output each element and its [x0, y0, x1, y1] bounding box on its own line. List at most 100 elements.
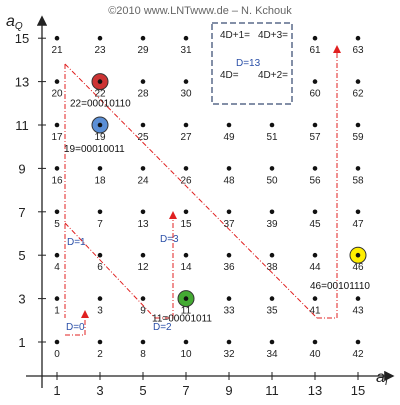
point-index-label: 49 — [223, 132, 235, 143]
constellation-point — [140, 252, 146, 258]
constellation-point — [97, 296, 103, 301]
constellation-point — [140, 35, 146, 41]
point-index-label: 2 — [97, 349, 103, 360]
constellation-point — [269, 339, 275, 345]
constellation-point — [140, 166, 146, 171]
constellation-point — [355, 79, 361, 84]
point-index-label: 15 — [180, 219, 192, 230]
constellation-point — [226, 339, 232, 345]
constellation-point — [355, 209, 361, 215]
point-index-label: 43 — [352, 306, 364, 317]
constellation-point — [355, 339, 361, 345]
legend-row2-left: 4D= — [220, 70, 239, 81]
constellation-point — [97, 166, 103, 171]
constellation-point — [140, 209, 146, 215]
point-index-label: 24 — [137, 175, 149, 186]
point-index-label: 7 — [97, 219, 103, 230]
point-index-label: 13 — [137, 219, 149, 230]
point-index-label: 35 — [266, 306, 278, 317]
highlighted-point-label: 46=00101110 — [310, 281, 370, 292]
point-index-label: 6 — [97, 262, 103, 273]
x-tick-label: 7 — [182, 383, 189, 398]
constellation-point — [97, 252, 103, 258]
constellation-point — [54, 35, 60, 41]
constellation-point — [312, 339, 318, 345]
trajectory-lines — [64, 45, 341, 336]
constellation-point — [269, 166, 275, 171]
y-tick-label: 5 — [18, 248, 25, 263]
constellation-point — [54, 209, 60, 215]
y-tick-label: 13 — [15, 75, 29, 90]
point-index-label: 3 — [97, 306, 103, 317]
y-axis-label: aQ — [6, 13, 23, 32]
constellation-point — [183, 252, 189, 258]
distance-label-d1: D=1 — [67, 237, 86, 248]
point-index-label: 32 — [223, 349, 235, 360]
constellation-point — [226, 166, 232, 171]
constellation-point — [140, 339, 146, 345]
point-index-label: 8 — [140, 349, 146, 360]
point-index-label: 57 — [309, 132, 321, 143]
constellation-point — [54, 122, 60, 128]
point-index-label: 21 — [51, 45, 63, 56]
point-index-label: 12 — [137, 262, 149, 273]
x-tick-label: 13 — [308, 383, 322, 398]
point-index-label: 23 — [94, 45, 106, 56]
x-tick-label: 3 — [96, 383, 103, 398]
point-index-label: 48 — [223, 175, 235, 186]
constellation-point — [183, 339, 189, 345]
point-index-label: 62 — [352, 89, 364, 100]
constellation-point — [226, 209, 232, 215]
point-index-label: 42 — [352, 349, 364, 360]
constellation-point — [183, 209, 189, 215]
constellation-point — [183, 35, 189, 41]
x-tick-label: 15 — [351, 383, 365, 398]
constellation-point — [312, 35, 318, 41]
constellation-point — [140, 79, 146, 84]
point-index-label: 59 — [352, 132, 364, 143]
highlighted-point-label: 19=00010011 — [64, 144, 125, 155]
point-index-label: 46 — [352, 262, 364, 273]
point-index-label: 34 — [266, 349, 278, 360]
y-tick-label: 3 — [18, 292, 25, 307]
constellation-point — [54, 339, 60, 345]
point-index-label: 27 — [180, 132, 192, 143]
point-index-label: 36 — [223, 262, 235, 273]
constellation-point — [183, 166, 189, 171]
constellation-point — [355, 166, 361, 171]
point-index-label: 9 — [140, 306, 146, 317]
point-index-label: 30 — [180, 89, 192, 100]
point-index-label: 37 — [223, 219, 235, 230]
point-index-label: 22 — [94, 89, 106, 100]
constellation-point — [312, 122, 318, 128]
legend-row1-right: 4D+3= — [258, 30, 288, 41]
constellation-point — [355, 35, 361, 41]
constellation-point — [269, 122, 275, 128]
legend-distance-label: D=13 — [236, 58, 261, 69]
x-tick-label: 5 — [139, 383, 146, 398]
point-index-label: 19 — [94, 132, 106, 143]
highlighted-point-label: 11=00001011 — [152, 314, 212, 325]
constellation-point — [312, 166, 318, 171]
point-index-label: 0 — [54, 349, 60, 360]
legend-box — [211, 22, 293, 105]
point-index-label: 61 — [309, 45, 321, 56]
constellation-point — [355, 296, 361, 301]
constellation-point — [226, 122, 232, 128]
constellation-point — [97, 339, 103, 345]
point-index-label: 5 — [54, 219, 60, 230]
point-index-label: 39 — [266, 219, 278, 230]
point-index-label: 60 — [309, 89, 321, 100]
point-index-label: 58 — [352, 175, 364, 186]
point-index-label: 14 — [180, 262, 192, 273]
x-axis-label: aI — [376, 369, 388, 388]
diagonal-line-mid — [64, 222, 156, 319]
point-index-label: 38 — [266, 262, 278, 273]
point-index-label: 31 — [180, 45, 192, 56]
point-index-label: 28 — [137, 89, 149, 100]
y-tick-label: 9 — [18, 161, 25, 176]
point-index-label: 26 — [180, 175, 192, 186]
